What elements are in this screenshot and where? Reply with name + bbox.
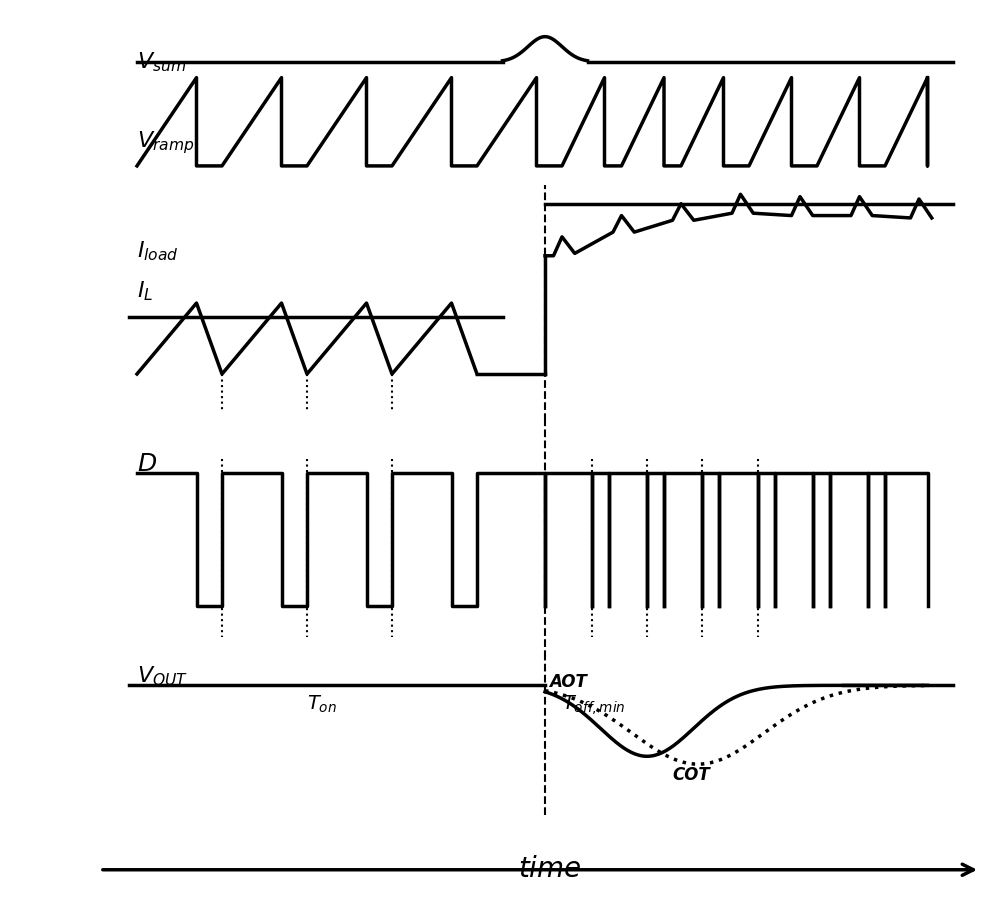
Text: $I_{load}$: $I_{load}$ [137,239,179,263]
Text: AOT: AOT [549,673,587,691]
Text: $D$: $D$ [137,452,157,476]
Text: $V_{sum}$: $V_{sum}$ [137,51,186,74]
Text: $V_{ramp}$: $V_{ramp}$ [137,130,194,157]
Text: $T_{on}$: $T_{on}$ [307,693,337,715]
Text: $I_L$: $I_L$ [137,279,153,303]
Text: $V_{OUT}$: $V_{OUT}$ [137,665,188,689]
Text: $T_{off,min}$: $T_{off,min}$ [562,693,626,718]
Text: $time$: $time$ [518,855,582,883]
Text: COT: COT [672,766,710,784]
